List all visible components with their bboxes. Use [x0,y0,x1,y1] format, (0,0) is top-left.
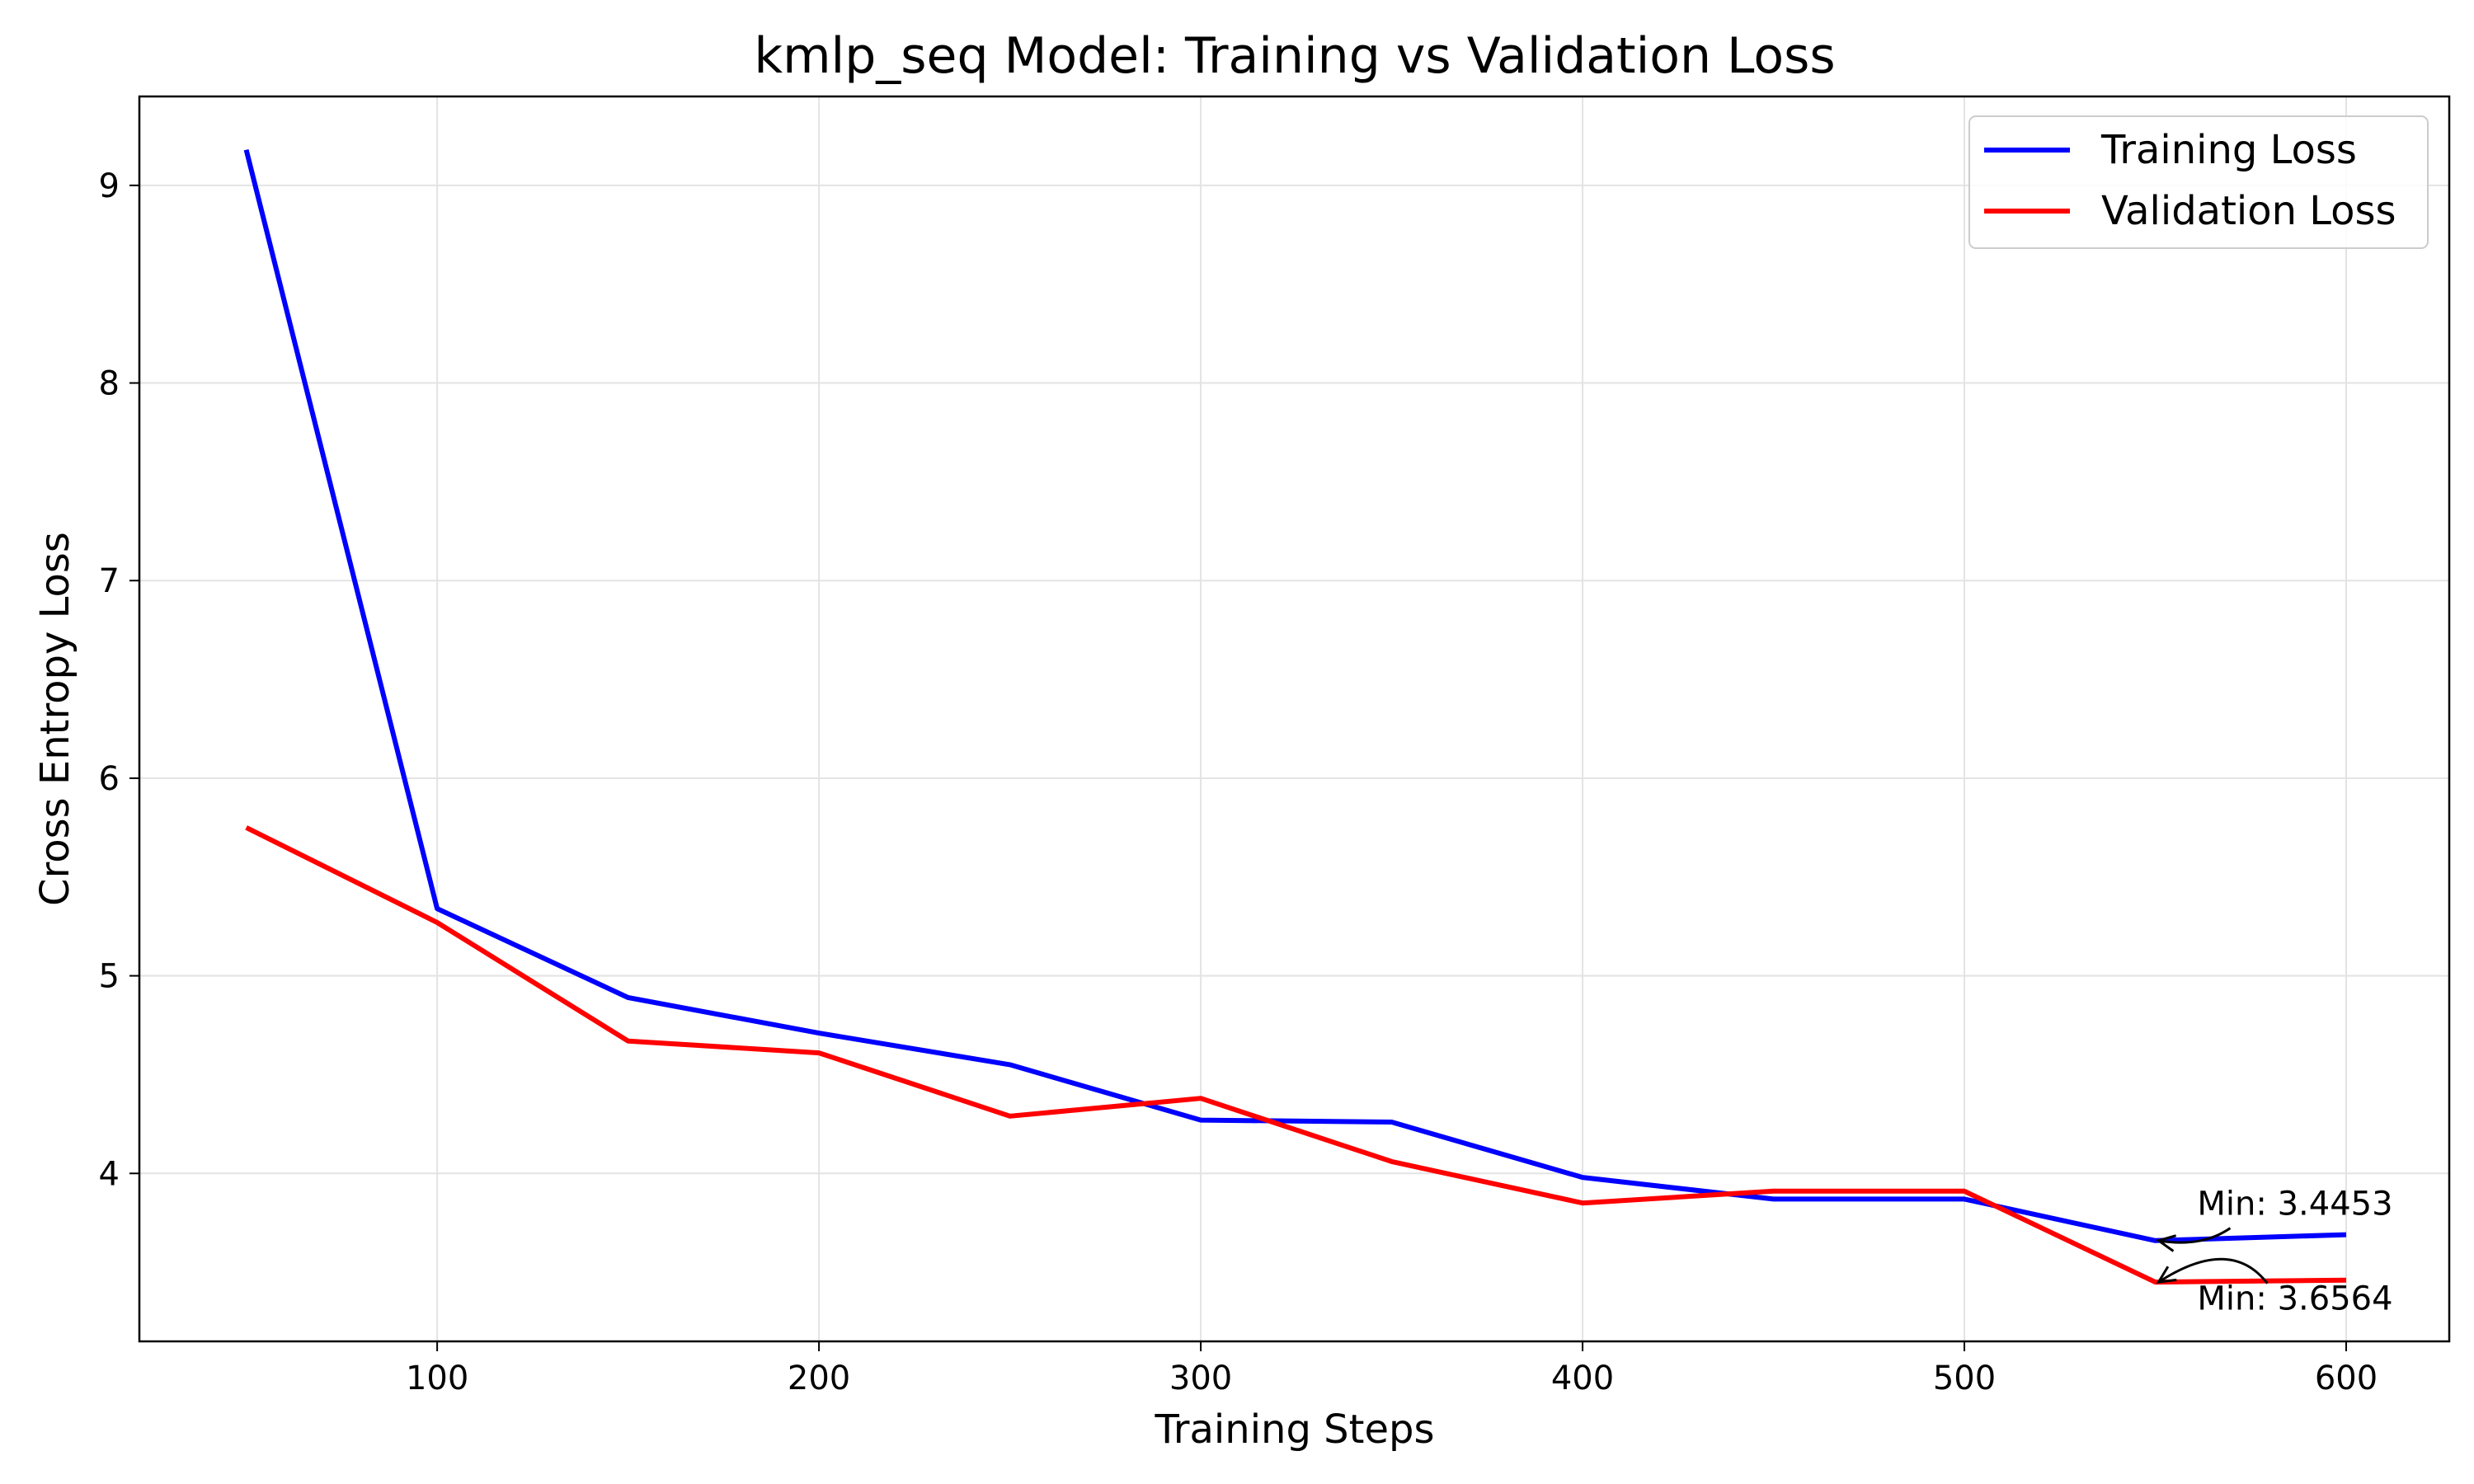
x-tick-label: 200 [788,1360,850,1397]
y-tick-label: 6 [99,760,120,798]
x-tick-label: 300 [1169,1360,1232,1397]
y-tick-label: 9 [99,167,120,205]
legend-label-validation: Validation Loss [2101,188,2396,234]
legend-box [1968,115,2429,249]
annotation-arrow [2158,1227,2232,1244]
x-tick-label: 500 [1933,1360,1996,1397]
legend-label-training: Training Loss [2100,127,2357,173]
min-annotation-label: Min: 3.6564 [2197,1280,2392,1318]
y-tick-label: 8 [99,365,120,403]
validation-loss-line [245,825,2347,1285]
y-tick-label: 4 [99,1155,120,1193]
x-tick-label: 100 [406,1360,468,1397]
y-tick-label: 7 [99,562,120,600]
annotation-arrow [2157,1257,2269,1284]
annotation-arrowhead [2156,1266,2177,1284]
grid-lines [139,96,2449,1341]
plot-frame [138,95,2451,1343]
y-tick-label: 5 [99,958,120,996]
y-axis-label: Cross Entropy Loss [32,532,78,906]
legend: Training Loss Validation Loss [1968,115,2429,249]
min-annotation-label: Min: 3.4453 [2197,1186,2392,1223]
axis-ticks: 100 200 300 400 500 600 4 5 6 7 8 9 [99,167,2378,1397]
x-tick-label: 400 [1551,1360,1614,1397]
training-loss-line [243,148,2347,1243]
series-lines [243,148,2347,1285]
chart-title: kmlp_seq Model: Training vs Validation L… [754,27,1835,85]
annotations: Min: 3.4453 Min: 3.6564 [2156,1186,2393,1318]
x-tick-label: 600 [2315,1360,2378,1397]
annotation-arrowhead [2156,1234,2177,1252]
x-axis-label: Training Steps [1155,1407,1435,1453]
